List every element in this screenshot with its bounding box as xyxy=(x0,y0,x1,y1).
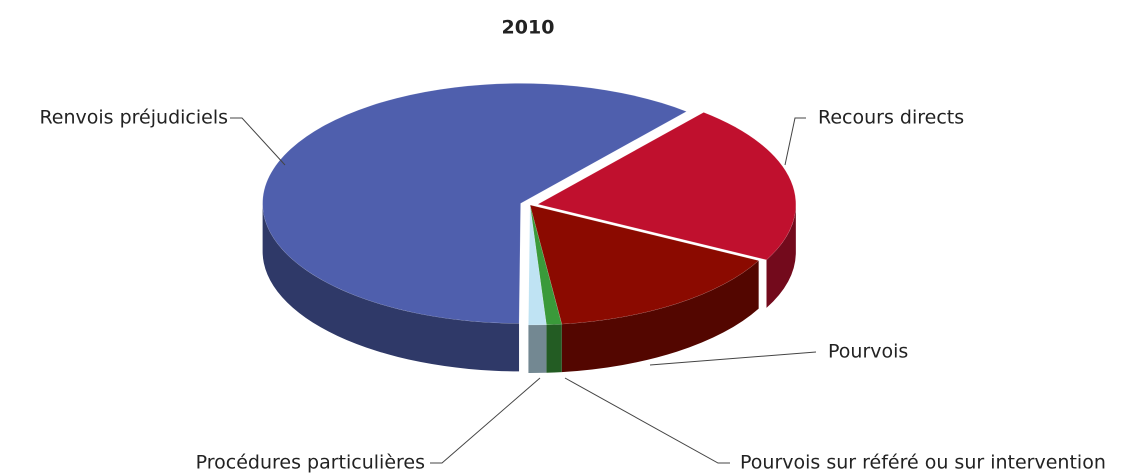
leader-line xyxy=(430,377,541,464)
slice xyxy=(262,83,688,324)
slice-label: Pourvois xyxy=(828,341,908,363)
slice xyxy=(529,204,563,326)
leader-line xyxy=(784,117,806,166)
slice-side xyxy=(546,324,562,373)
slice xyxy=(537,112,797,261)
slice-label: Recours directs xyxy=(818,107,964,129)
chart-title: 2010 xyxy=(502,17,555,39)
leader-line xyxy=(564,377,730,464)
slice-label: Renvois préjudiciels xyxy=(39,107,228,129)
slice-label: Pourvois sur référé ou sur intervention xyxy=(740,452,1106,473)
slice-side xyxy=(262,203,520,372)
leader-line xyxy=(649,351,817,366)
slice xyxy=(529,204,760,325)
leader-line xyxy=(230,117,286,166)
slice-side xyxy=(528,324,547,373)
slice-side xyxy=(561,260,759,373)
slice-label: Procédures particulières xyxy=(196,452,425,473)
slice-side xyxy=(766,204,796,308)
slice xyxy=(528,204,547,326)
